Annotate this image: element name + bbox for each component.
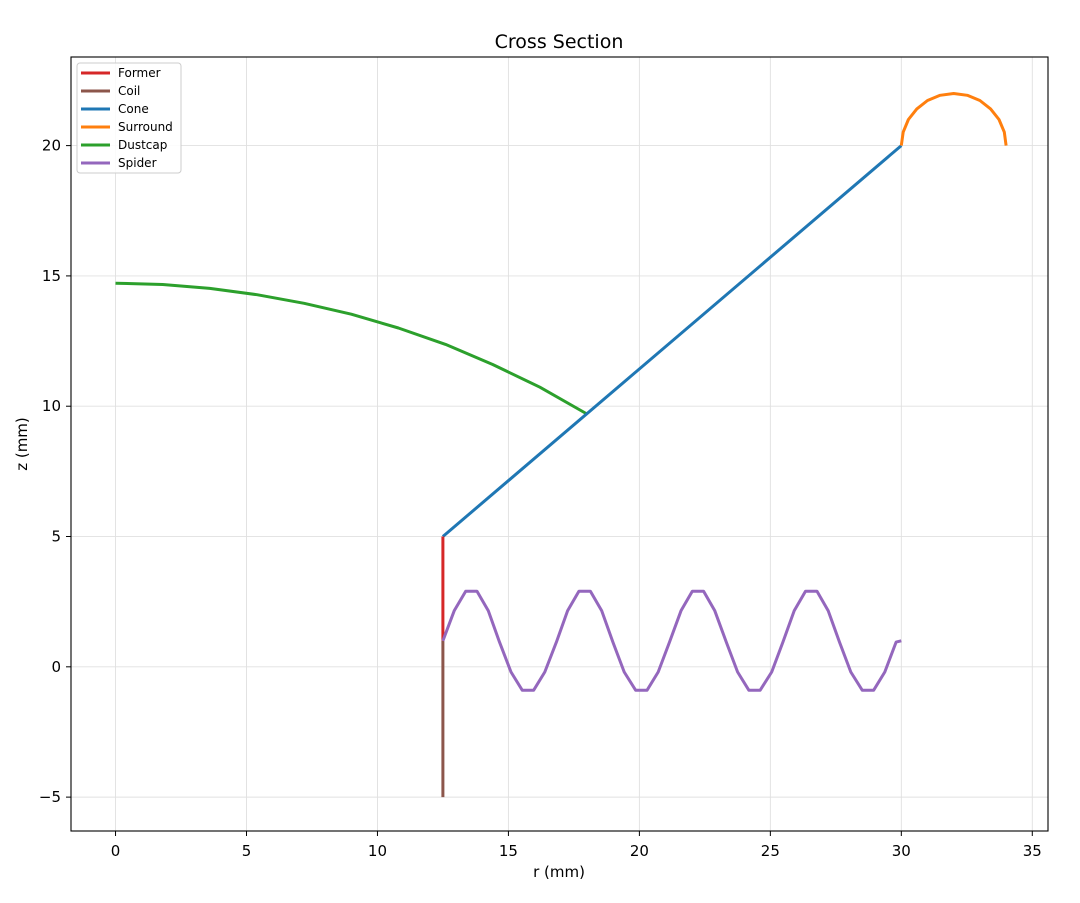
x-tick-label: 0 xyxy=(111,842,121,860)
x-tick-label: 10 xyxy=(368,842,387,860)
legend-label-coil: Coil xyxy=(118,84,140,98)
series-line-dustcap xyxy=(115,281,588,416)
y-tick-label: 0 xyxy=(51,658,61,676)
legend-label-surround: Surround xyxy=(118,120,173,134)
y-tick-label: 10 xyxy=(42,397,61,415)
chart-title: Cross Section xyxy=(495,31,624,53)
y-axis-label: z (mm) xyxy=(13,417,31,471)
x-tick-label: 20 xyxy=(630,842,649,860)
series-lines xyxy=(115,92,1008,798)
y-axis-ticks: −5 0 5 10 15 20 xyxy=(39,137,71,806)
legend-label-cone: Cone xyxy=(118,102,149,116)
y-tick-label: 15 xyxy=(42,267,61,285)
y-tick-label: 20 xyxy=(42,137,61,155)
plot-frame xyxy=(70,56,1049,832)
x-tick-label: 30 xyxy=(892,842,911,860)
x-tick-label: 25 xyxy=(761,842,780,860)
legend-label-former: Former xyxy=(118,66,161,80)
legend: Former Coil Cone Surround Dustcap Spider xyxy=(76,62,182,174)
legend-label-spider: Spider xyxy=(118,156,157,170)
series-line-spider xyxy=(441,589,902,692)
x-tick-label: 5 xyxy=(242,842,252,860)
y-tick-label: −5 xyxy=(39,788,61,806)
series-line-cone xyxy=(441,144,903,538)
y-tick-label: 5 xyxy=(51,528,61,546)
x-axis-ticks: 0 5 10 15 20 25 30 35 xyxy=(111,831,1042,860)
legend-label-dustcap: Dustcap xyxy=(118,138,167,152)
x-axis-label: r (mm) xyxy=(533,863,585,881)
x-tick-label: 15 xyxy=(499,842,518,860)
x-tick-label: 35 xyxy=(1023,842,1042,860)
series-line-surround xyxy=(899,92,1008,146)
